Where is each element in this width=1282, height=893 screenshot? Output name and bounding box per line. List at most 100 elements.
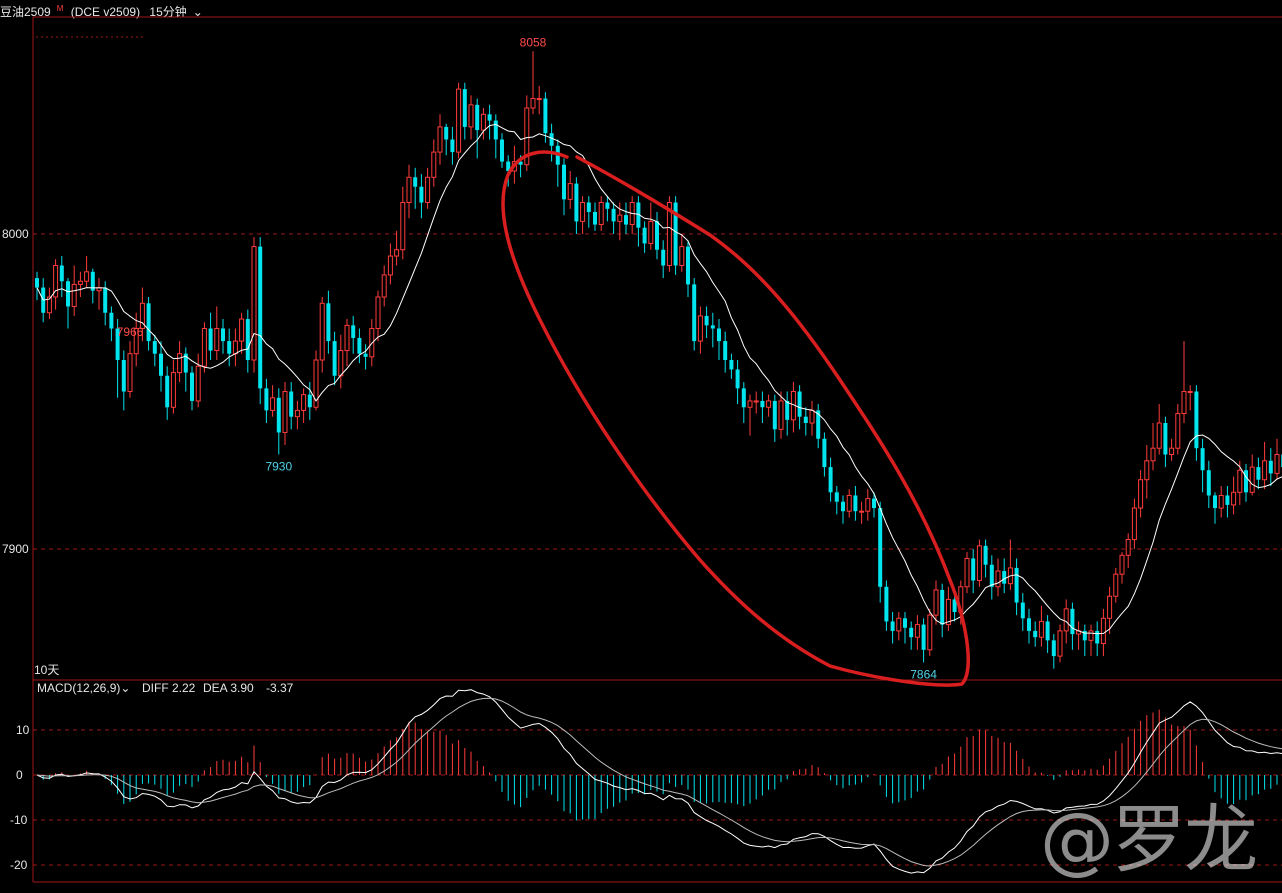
candle-body — [1213, 495, 1217, 509]
candle-body — [611, 208, 616, 222]
candle-body — [1274, 454, 1280, 474]
candle-body — [723, 341, 728, 360]
candle-body — [865, 498, 871, 512]
candle-body — [77, 280, 83, 285]
candle-body — [506, 161, 511, 171]
candle-body — [282, 391, 288, 433]
chart-frame — [32, 16, 1282, 883]
candle-body — [1237, 469, 1243, 493]
candle-body — [1249, 466, 1255, 493]
candle-body — [468, 104, 474, 128]
candle-body — [1033, 630, 1038, 638]
exchange-code: (DCE v2509) — [70, 5, 141, 19]
candle-body — [103, 287, 108, 313]
candle-body — [1027, 618, 1031, 631]
period-selector[interactable]: 15分钟 ⌄ — [149, 5, 208, 19]
candle-body — [1057, 630, 1063, 657]
candle-body — [1187, 391, 1193, 393]
candle-body — [431, 151, 437, 178]
candle-body — [1268, 460, 1273, 474]
candle-body — [84, 271, 90, 282]
candle-body — [450, 139, 455, 153]
candle-body — [1218, 494, 1224, 509]
candle-body — [59, 265, 64, 282]
candle-body — [133, 328, 139, 355]
candle-body — [109, 312, 114, 329]
candle-body — [983, 545, 988, 565]
candle-body — [1020, 602, 1025, 619]
symbol-name[interactable]: 豆油2509 — [0, 5, 51, 19]
candle-body — [232, 340, 238, 355]
candle-body — [945, 598, 951, 626]
candle-body — [456, 88, 462, 153]
candle-body — [307, 394, 312, 408]
candle-body — [524, 107, 530, 166]
chart-header: 豆油2509 M (DCE v2509) 15分钟 ⌄ — [0, 0, 1282, 19]
candle-body — [952, 599, 957, 612]
candle-body — [567, 183, 573, 200]
candle-body — [586, 202, 591, 212]
candle-body — [400, 202, 406, 251]
left-low-price-label: 7930 — [265, 460, 292, 474]
candle-body — [655, 221, 659, 250]
candle-body — [1169, 447, 1175, 456]
candle-body — [115, 328, 120, 360]
candle-body — [995, 570, 1001, 588]
candle-body — [363, 353, 368, 357]
candle-body — [642, 227, 647, 244]
hand-drawn-ellipse — [501, 150, 970, 687]
candle-body — [301, 394, 307, 411]
candle-body — [729, 360, 734, 370]
candle-body — [1200, 448, 1205, 471]
candle-body — [419, 186, 424, 203]
macd-tick-label: 0 — [16, 768, 23, 782]
candle-body — [437, 126, 443, 153]
candle-body — [258, 246, 263, 389]
candlestick-series — [35, 51, 1282, 669]
candle-body — [270, 397, 276, 411]
candle-body — [387, 255, 393, 276]
candle-body — [208, 328, 213, 351]
candle-body — [778, 400, 784, 430]
period-label: 15分钟 — [149, 5, 187, 19]
candle-body — [704, 315, 709, 326]
candle-body — [1045, 621, 1050, 641]
macd-tick-label: -20 — [10, 858, 28, 872]
candle-body — [580, 202, 586, 222]
candle-body — [221, 328, 225, 342]
candle-body — [487, 114, 492, 121]
candle-body — [666, 202, 672, 266]
candle-body — [1138, 479, 1144, 509]
candle-body — [394, 249, 400, 257]
candle-body — [183, 353, 188, 373]
candle-body — [190, 372, 194, 401]
ma-line — [36, 123, 1282, 635]
candle-body — [921, 624, 926, 650]
candle-body — [816, 410, 821, 439]
chevron-down-icon: ⌄ — [192, 5, 203, 19]
candle-body — [772, 400, 777, 430]
candle-body — [1100, 617, 1106, 644]
candle-body — [381, 274, 387, 298]
candle-body — [1051, 640, 1056, 657]
candle-body — [1131, 507, 1137, 541]
candle-body — [976, 545, 982, 581]
main-contract-mark: M — [56, 4, 64, 13]
candle-body — [878, 508, 883, 587]
candle-body — [1063, 608, 1069, 632]
candle-body — [661, 249, 666, 266]
candle-body — [425, 176, 431, 204]
candle-body — [227, 341, 232, 354]
candle-body — [146, 303, 151, 342]
candle-body — [1125, 539, 1131, 556]
candle-body — [462, 89, 467, 127]
high-price-label: 8058 — [520, 35, 547, 49]
candle-body — [35, 278, 39, 288]
candle-body — [1163, 423, 1168, 455]
candle-body — [686, 246, 690, 285]
low-price-label: 7864 — [910, 667, 937, 681]
candle-body — [1070, 608, 1075, 635]
candle-body — [1038, 620, 1044, 638]
price-tick-label: 7900 — [2, 542, 29, 556]
